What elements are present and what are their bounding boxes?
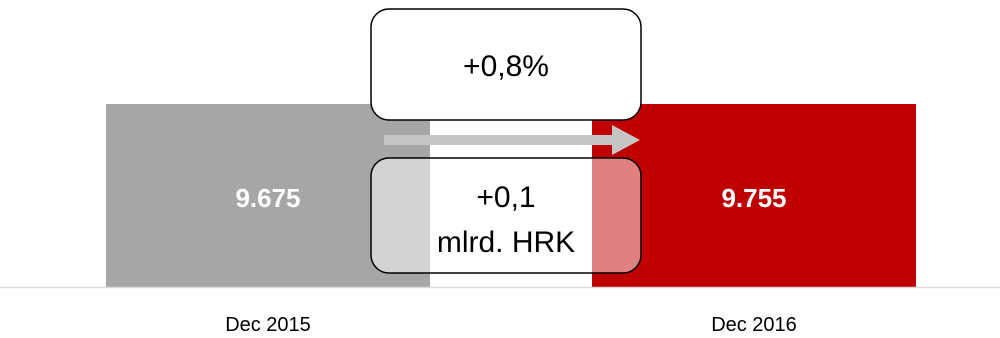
absolute-change-box: [370, 157, 642, 274]
change-arrow: [384, 125, 640, 155]
category-label-dec-2016: Dec 2016: [711, 314, 797, 336]
value-label-dec-2015: 9.675: [235, 183, 300, 213]
value-label-dec-2016: 9.755: [721, 183, 786, 213]
absolute-change-label-line1: +0,1: [476, 181, 535, 214]
percent-change-box: [370, 8, 642, 121]
bar-dec-2016: [592, 104, 916, 287]
percent-change-label: +0,8%: [463, 50, 549, 83]
absolute-change-label-line2: mlrd. HRK: [437, 226, 575, 259]
category-label-dec-2015: Dec 2015: [225, 314, 311, 336]
